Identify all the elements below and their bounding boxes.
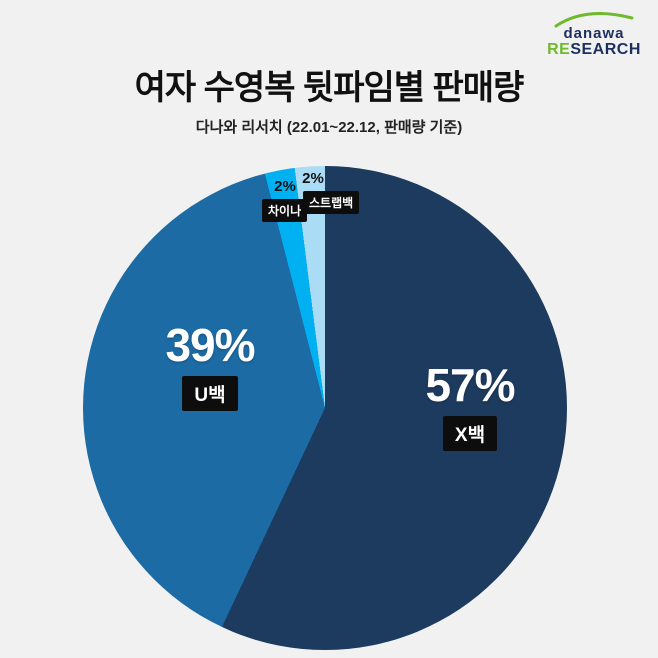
slice-pct-strapback: 2% [302,170,324,187]
slice-name-china: 차이나 [262,199,308,222]
pie-chart [83,166,567,650]
logo-brand-text: danawa [563,25,625,42]
logo-research-text: RESEARCH [546,40,642,59]
danawa-research-logo: danawa RESEARCH [546,12,642,59]
chart-subtitle: 다나와 리서치 (22.01~22.12, 판매량 기준) [195,119,463,136]
logo-research-accent: RE [547,40,571,58]
logo-research-rest: SEARCH [570,40,641,58]
chart-title: 여자 수영복 뒷파임별 판매량 [134,69,525,107]
green-swoosh-icon [554,12,634,28]
slice-name-strapback: 스트랩백 [303,191,360,214]
slice-pct-china: 2% [274,178,296,195]
